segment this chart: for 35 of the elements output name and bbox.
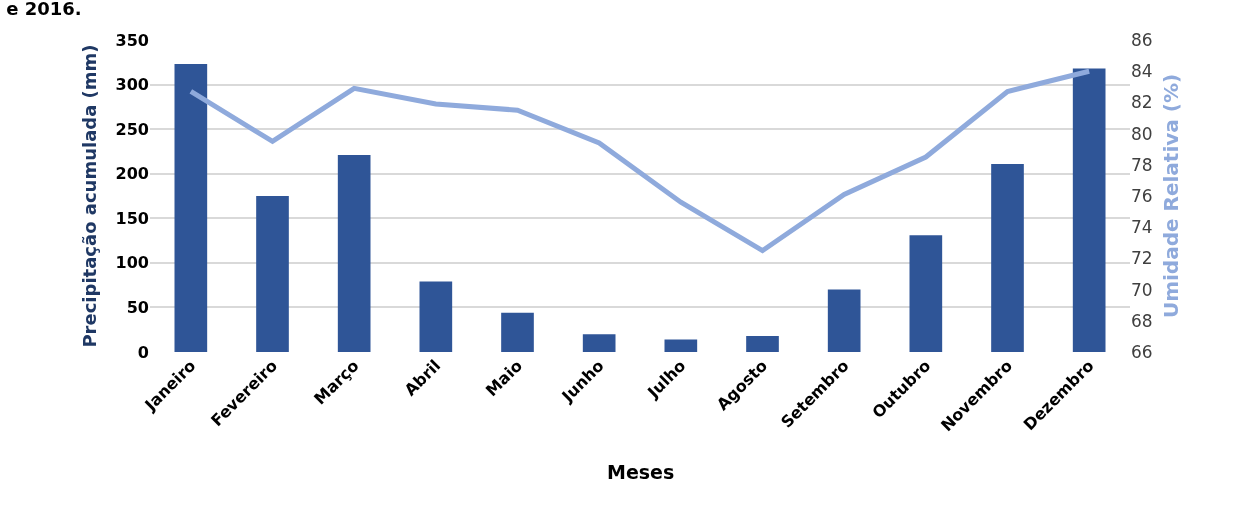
- y-tick-label: 250: [115, 119, 149, 139]
- y-tick-label: 200: [115, 164, 149, 184]
- y-tick-label: 150: [115, 208, 149, 228]
- bar: [501, 312, 534, 352]
- bar: [256, 196, 289, 352]
- y-axis-title: Precipitação acumulada (mm): [78, 44, 100, 348]
- bar: [827, 289, 861, 352]
- bar: [1072, 68, 1106, 352]
- y2-axis-title: Umidade Relativa (%): [1159, 73, 1184, 319]
- bar: [337, 154, 371, 352]
- bar: [991, 163, 1024, 352]
- y-tick-label: 100: [115, 253, 149, 273]
- bar: [419, 281, 453, 352]
- y2-tick-label: 78: [1131, 154, 1153, 175]
- y2-tick-label: 70: [1131, 279, 1153, 300]
- y2-tick-label: 80: [1131, 123, 1153, 144]
- bar: [664, 339, 698, 352]
- bar: [909, 235, 943, 352]
- bar: [746, 335, 779, 352]
- y2-tick-label: 86: [1131, 29, 1153, 50]
- y-tick-label: 50: [126, 298, 149, 318]
- bar: [582, 334, 616, 352]
- y-tick-label: 350: [115, 30, 149, 50]
- y-tick-label: 300: [115, 75, 149, 95]
- y2-tick-label: 72: [1131, 248, 1153, 269]
- y2-tick-label: 82: [1131, 92, 1153, 113]
- y2-tick-label: 68: [1131, 310, 1153, 331]
- y2-tick-label: 74: [1131, 217, 1153, 238]
- y2-tick-label: 76: [1131, 185, 1153, 206]
- y-tick-label: 0: [137, 342, 149, 362]
- y2-tick-label: 84: [1131, 61, 1153, 82]
- bar: [174, 64, 208, 352]
- chart-title: e 2016.: [6, 0, 82, 20]
- x-axis-title: Meses: [607, 461, 675, 483]
- y2-tick-label: 66: [1131, 341, 1153, 362]
